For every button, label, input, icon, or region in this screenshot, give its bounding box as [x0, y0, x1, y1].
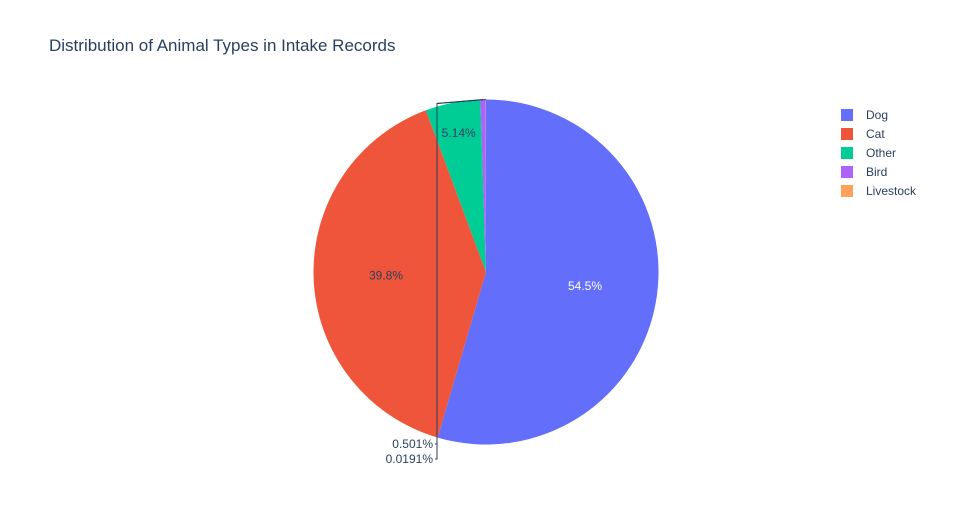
slice-label-livestock: 0.0191% — [386, 452, 434, 466]
slice-label-bird: 0.501% — [392, 437, 433, 451]
legend-swatch-dog — [841, 109, 853, 121]
legend-label-livestock: Livestock — [866, 184, 917, 198]
legend-item-cat[interactable]: Cat — [841, 127, 885, 141]
pie-slice-dog[interactable] — [437, 99, 659, 445]
slice-label-cat: 39.8% — [369, 269, 403, 283]
legend-swatch-bird — [841, 166, 853, 178]
pie-slices — [313, 99, 659, 445]
legend-label-other: Other — [866, 146, 896, 160]
legend-item-other[interactable]: Other — [841, 146, 896, 160]
slice-label-other: 5.14% — [442, 126, 476, 140]
legend-item-livestock[interactable]: Livestock — [841, 184, 917, 198]
chart-title: Distribution of Animal Types in Intake R… — [49, 36, 395, 55]
pie-slice-bird[interactable] — [480, 99, 486, 273]
legend-label-bird: Bird — [866, 165, 887, 179]
leader-line-livestock — [435, 99, 486, 460]
legend-swatch-cat — [841, 128, 853, 140]
legend-label-dog: Dog — [866, 108, 888, 122]
pie-slice-other[interactable] — [425, 99, 486, 272]
legend-item-dog[interactable]: Dog — [841, 108, 888, 122]
legend-label-cat: Cat — [866, 127, 885, 141]
legend: Dog Cat Other Bird Livestock — [841, 108, 917, 198]
legend-swatch-livestock — [841, 185, 853, 197]
slice-labels: 54.5% 39.8% 5.14% 0.501%0.0191% — [369, 99, 602, 466]
pie-slice-cat[interactable] — [313, 110, 486, 438]
legend-item-bird[interactable]: Bird — [841, 165, 887, 179]
slice-label-dog: 54.5% — [568, 279, 602, 293]
legend-swatch-other — [841, 147, 853, 159]
